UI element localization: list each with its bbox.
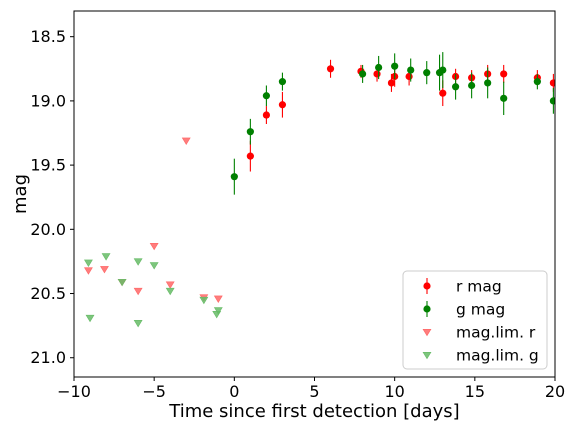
data-point	[533, 78, 541, 86]
x-axis: −10 −5 0 5 10 15 20	[57, 377, 565, 401]
upper-limit-marker	[165, 287, 175, 296]
upper-limit-marker	[149, 262, 159, 270]
upper-limit-marker	[199, 296, 209, 305]
data-point	[391, 62, 399, 70]
y-tick-label: 21.0	[30, 348, 66, 367]
y-tick-label: 20.5	[30, 284, 66, 303]
legend-label: mag.lim. r	[456, 324, 536, 342]
legend-label: g mag	[456, 301, 505, 319]
upper-limit-marker	[149, 242, 159, 251]
data-point	[500, 94, 508, 102]
data-marks	[83, 52, 555, 328]
data-point	[423, 69, 431, 77]
data-point	[439, 66, 447, 74]
y-tick-label: 20.0	[30, 220, 66, 239]
data-point	[387, 79, 396, 87]
data-point	[373, 70, 381, 78]
upper-limit-marker	[85, 314, 95, 323]
legend-entry: g mag	[423, 301, 505, 319]
x-axis-label: Time since first detection [days]	[168, 401, 459, 422]
upper-limit-marker	[213, 307, 223, 315]
upper-limit-marker	[101, 253, 111, 261]
y-axis: 18.5 19.0 19.5 20.0 20.5 21.0	[30, 27, 74, 367]
x-tick-label: 20	[545, 382, 565, 401]
series-mag-lim-g	[83, 253, 223, 328]
x-tick-label: −10	[57, 382, 91, 401]
data-point	[262, 92, 270, 100]
legend-label: r mag	[456, 278, 502, 296]
data-point	[246, 152, 254, 160]
legend-entry: mag.lim. g	[422, 347, 539, 365]
legend-box	[402, 270, 548, 370]
data-point	[549, 97, 555, 105]
legend: r mag g mag mag.lim. r mag.lim. g	[402, 270, 548, 370]
upper-limit-marker	[133, 258, 143, 266]
upper-limit-marker	[133, 287, 143, 296]
x-tick-label: 15	[465, 382, 485, 401]
data-point	[439, 89, 447, 97]
data-point	[468, 81, 476, 90]
legend-marker	[423, 282, 431, 290]
x-tick-label: 10	[384, 382, 404, 401]
data-point	[375, 63, 383, 72]
data-point	[326, 65, 335, 73]
upper-limit-marker	[83, 267, 93, 275]
upper-limit-marker	[117, 278, 127, 287]
legend-entry: mag.lim. r	[422, 324, 536, 342]
data-point	[262, 111, 270, 119]
y-tick-label: 18.5	[30, 27, 66, 46]
series-g-mag	[230, 52, 555, 195]
data-point	[484, 79, 492, 87]
upper-limit-marker	[83, 259, 93, 267]
data-point	[549, 79, 555, 87]
data-point	[278, 78, 287, 86]
data-point	[246, 128, 254, 136]
y-tick-label: 19.0	[30, 91, 66, 110]
data-point	[500, 70, 508, 78]
upper-limit-marker	[213, 295, 223, 303]
upper-limit-marker	[133, 320, 143, 328]
upper-limit-marker	[165, 281, 175, 289]
data-point	[230, 173, 238, 181]
data-point	[407, 66, 415, 74]
x-tick-label: 5	[309, 382, 319, 401]
x-tick-label: −5	[142, 382, 166, 401]
x-tick-label: 0	[229, 382, 239, 401]
data-point	[359, 70, 367, 78]
data-point	[451, 83, 460, 91]
legend-label: mag.lim. g	[456, 347, 539, 365]
legend-marker	[422, 351, 432, 360]
upper-limit-marker	[100, 266, 109, 274]
legend-marker	[422, 328, 432, 337]
data-point	[405, 72, 413, 81]
legend-entry: r mag	[423, 278, 502, 296]
legend-marker	[423, 305, 431, 313]
upper-limit-marker	[181, 137, 191, 145]
y-tick-label: 19.5	[30, 156, 66, 175]
data-point	[278, 101, 287, 109]
y-axis-label: mag	[10, 174, 31, 214]
